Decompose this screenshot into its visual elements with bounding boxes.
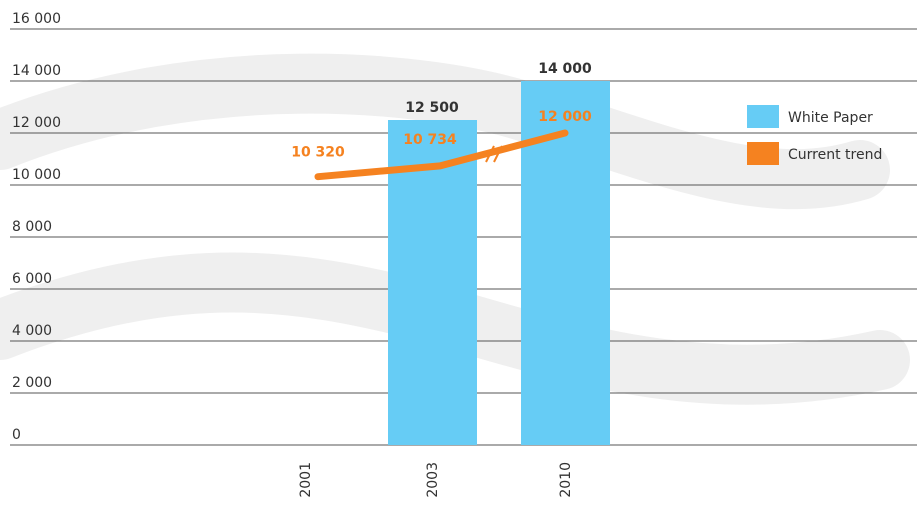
legend-label: Current trend	[788, 147, 882, 163]
y-tick-label: 2 000	[12, 375, 52, 391]
y-tick-label: 0	[12, 427, 21, 443]
legend-swatch	[747, 105, 779, 128]
y-tick-label: 6 000	[12, 271, 52, 287]
swirl	[0, 53, 890, 210]
break-mark	[493, 145, 503, 163]
bar-value-label: 12 500	[405, 100, 459, 116]
y-tick-label: 14 000	[12, 63, 61, 79]
bar	[388, 120, 477, 445]
line-value-label: 12 000	[538, 109, 592, 125]
legend-label: White Paper	[788, 110, 873, 126]
line-value-label: 10 734	[403, 132, 457, 148]
line-value-label: 10 320	[291, 145, 345, 161]
y-tick-label: 12 000	[12, 115, 61, 131]
y-tick-label: 4 000	[12, 323, 52, 339]
legend-swatch	[747, 142, 779, 165]
x-tick-label: 2001	[298, 462, 314, 498]
bar-value-label: 14 000	[538, 61, 592, 77]
break-mark	[485, 145, 495, 163]
y-tick-label: 8 000	[12, 219, 52, 235]
y-tick-label: 16 000	[12, 11, 61, 27]
x-tick-label: 2003	[425, 462, 441, 498]
y-tick-label: 10 000	[12, 167, 61, 183]
trend-line	[314, 129, 569, 181]
x-tick-label: 2010	[558, 462, 574, 498]
